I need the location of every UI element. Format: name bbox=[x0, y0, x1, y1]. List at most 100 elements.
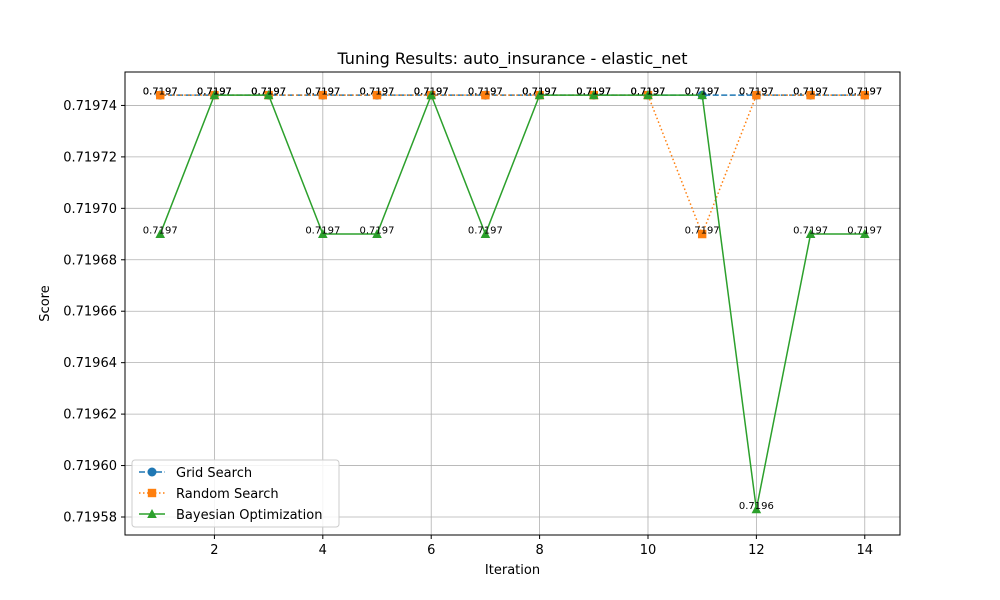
random-search-data-label: 0.7197 bbox=[685, 226, 720, 237]
x-tick-label: 6 bbox=[427, 543, 435, 558]
grid-search-legend-marker bbox=[147, 467, 157, 477]
y-tick-label: 0.71968 bbox=[63, 253, 117, 268]
bayesian-optimization-point bbox=[859, 229, 870, 239]
bayesian-optimization-point bbox=[318, 229, 328, 239]
bayesian-optimization-point bbox=[372, 229, 382, 239]
y-tick-label: 0.71970 bbox=[63, 202, 117, 217]
random-search-data-label: 0.7197 bbox=[360, 87, 395, 98]
random-search-point bbox=[752, 90, 761, 100]
grid-search-data-label: 0.7197 bbox=[522, 87, 557, 98]
bayesian-optimization-data-label: 0.7197 bbox=[197, 87, 232, 98]
legend: Grid Search Random Search Bayesian Optimiz… bbox=[131, 459, 340, 528]
data-labels: 0.7197 0.7197 0.7197 0.7197 0.7197 0.7197 0.71… bbox=[143, 87, 883, 512]
bayesian-optimization-series bbox=[155, 90, 870, 514]
grid-search-data-label: 0.7197 bbox=[414, 87, 449, 98]
x-tick-label: 14 bbox=[856, 543, 873, 558]
random-search-point bbox=[806, 90, 815, 100]
random-search-data-label: 0.7197 bbox=[630, 87, 665, 98]
chart-title: Tuning Results: auto_insurance - elastic… bbox=[336, 49, 687, 69]
random-search-data-label: 0.7197 bbox=[739, 87, 774, 98]
y-tick-label: 0.71958 bbox=[63, 510, 117, 525]
grid-search-data-label: 0.7197 bbox=[251, 87, 286, 98]
bayesian-optimization-line bbox=[159, 93, 865, 510]
bayesian-optimization-point bbox=[805, 229, 816, 239]
bayesian-optimization-point bbox=[209, 90, 220, 100]
bayesian-optimization-point bbox=[263, 90, 274, 100]
bayesian-optimization-data-label: 0.7197 bbox=[630, 87, 665, 98]
random-search-point bbox=[372, 90, 382, 100]
random-search-legend-marker bbox=[147, 488, 157, 498]
bayesian-optimization-data-label: 0.7196 bbox=[739, 501, 774, 512]
random-search-data-label: 0.7197 bbox=[305, 87, 340, 98]
x-tick-label: 10 bbox=[640, 543, 657, 558]
bayesian-optimization-data-label: 0.7197 bbox=[468, 226, 503, 237]
y-tick-label: 0.71966 bbox=[63, 305, 117, 320]
bayesian-optimization-point bbox=[480, 229, 491, 239]
y-axis: 0.71958 0.71960 0.71962 0.71964 0.71966 0.719… bbox=[63, 99, 125, 525]
bayesian-optimization-data-label: 0.7197 bbox=[360, 226, 395, 237]
random-search-data-label: 0.7197 bbox=[793, 87, 828, 98]
bayesian-optimization-data-label: 0.7197 bbox=[305, 226, 340, 237]
grid-search-data-label: 0.7197 bbox=[197, 87, 232, 98]
x-axis: 2 4 6 8 10 12 14 bbox=[210, 535, 873, 558]
bayesian-optimization-point bbox=[588, 90, 599, 100]
random-search-data-label: 0.7197 bbox=[197, 87, 232, 98]
random-search-point bbox=[481, 90, 490, 100]
grid-search-data-label: 0.7197 bbox=[739, 87, 774, 98]
bayesian-optimization-data-label: 0.7197 bbox=[793, 226, 828, 237]
y-axis-label: Score bbox=[38, 285, 53, 321]
random-search-point bbox=[860, 90, 869, 100]
bayesian-optimization-point bbox=[751, 504, 762, 514]
grid bbox=[125, 72, 900, 535]
grid-search-data-label: 0.7197 bbox=[305, 87, 340, 98]
grid-search-data-label: 0.7197 bbox=[847, 87, 882, 98]
x-tick-label: 2 bbox=[210, 543, 218, 558]
bayesian-optimization-data-label: 0.7197 bbox=[522, 87, 557, 98]
x-tick-label: 4 bbox=[319, 543, 327, 558]
y-tick-label: 0.71960 bbox=[63, 459, 117, 474]
x-axis-label: Iteration bbox=[485, 563, 540, 578]
bayesian-optimization-point bbox=[155, 229, 166, 239]
random-search-data-label: 0.7197 bbox=[576, 87, 611, 98]
series-layer bbox=[155, 90, 870, 514]
random-search-data-label: 0.7197 bbox=[414, 87, 449, 98]
grid-search-legend-label: Grid Search bbox=[176, 466, 252, 481]
bayesian-optimization-legend-label: Bayesian Optimization bbox=[176, 508, 322, 523]
grid-search-data-label: 0.7197 bbox=[576, 87, 611, 98]
y-tick-label: 0.71974 bbox=[63, 99, 117, 114]
random-search-point bbox=[697, 229, 707, 239]
random-search-point bbox=[318, 90, 328, 100]
legend-box bbox=[131, 459, 340, 528]
grid-search-data-label: 0.7197 bbox=[360, 87, 395, 98]
x-tick-label: 8 bbox=[535, 543, 543, 558]
random-search-data-label: 0.7197 bbox=[468, 87, 503, 98]
bayesian-optimization-data-label: 0.7197 bbox=[685, 87, 720, 98]
grid-search-data-label: 0.7197 bbox=[468, 87, 503, 98]
bayesian-optimization-data-label: 0.7197 bbox=[576, 87, 611, 98]
grid-search-data-label: 0.7197 bbox=[630, 87, 665, 98]
y-tick-label: 0.71972 bbox=[63, 150, 117, 165]
bayesian-optimization-data-label: 0.7197 bbox=[847, 226, 882, 237]
random-search-data-label: 0.7197 bbox=[251, 87, 286, 98]
bayesian-optimization-point bbox=[426, 90, 437, 100]
plot-frame bbox=[124, 71, 901, 536]
bayesian-optimization-point bbox=[697, 90, 707, 100]
random-search-data-label: 0.7197 bbox=[143, 87, 178, 98]
random-search-point bbox=[156, 90, 165, 100]
random-search-data-label: 0.7197 bbox=[847, 87, 882, 98]
grid-search-data-label: 0.7197 bbox=[685, 87, 720, 98]
bayesian-optimization-data-label: 0.7197 bbox=[143, 226, 178, 237]
grid-search-data-label: 0.7197 bbox=[143, 87, 178, 98]
random-search-line bbox=[160, 94, 865, 237]
grid-search-data-label: 0.7197 bbox=[793, 87, 828, 98]
y-tick-label: 0.71962 bbox=[63, 408, 117, 423]
x-tick-label: 12 bbox=[748, 543, 765, 558]
random-search-legend-label: Random Search bbox=[176, 487, 279, 502]
bayesian-optimization-data-label: 0.7197 bbox=[414, 87, 449, 98]
random-search-data-label: 0.7197 bbox=[522, 87, 557, 98]
bayesian-optimization-point bbox=[534, 90, 545, 100]
bayesian-optimization-data-label: 0.7197 bbox=[251, 87, 286, 98]
bayesian-optimization-legend-marker bbox=[147, 509, 157, 518]
y-tick-label: 0.71964 bbox=[63, 356, 117, 371]
